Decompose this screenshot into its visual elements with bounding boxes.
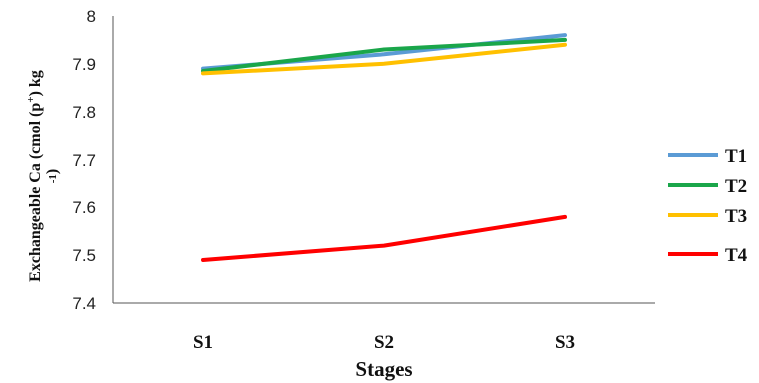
legend: T1 T2 T3 T4 xyxy=(668,146,748,266)
legend-item: T4 xyxy=(668,245,748,266)
legend-item: T2 xyxy=(668,176,747,197)
series-layer xyxy=(201,33,567,262)
legend-label: T4 xyxy=(725,245,748,266)
legend-label: T3 xyxy=(725,206,747,227)
x-tick-label: S2 xyxy=(374,332,394,353)
series-line-t4 xyxy=(201,214,567,262)
legend-item: T1 xyxy=(668,146,747,167)
x-tick-label: S3 xyxy=(555,332,575,353)
y-tick-label: 7.9 xyxy=(72,55,96,74)
y-tick-label: 7.6 xyxy=(72,198,96,217)
legend-label: T1 xyxy=(725,146,747,167)
y-tick-label: 7.5 xyxy=(72,246,96,265)
y-axis-title-main: Exchangeable Ca (cmol (p xyxy=(27,103,44,282)
y-axis-title-exponent: -1 xyxy=(47,174,59,183)
x-axis-title: Stages xyxy=(355,357,412,381)
y-axis-title-superscript: + xyxy=(25,96,37,102)
y-tick-label: 7.8 xyxy=(72,103,96,122)
y-axis-title-line2: -1) xyxy=(44,169,61,184)
y-tick-label: 8 xyxy=(87,7,96,26)
x-tick-label: S1 xyxy=(193,332,213,353)
y-axis-title-close: ) xyxy=(44,169,61,174)
y-tick-labels: 7.4 7.5 7.6 7.7 7.8 7.9 8 xyxy=(72,7,96,313)
y-axis-title: Exchangeable Ca (cmol (p+) kg xyxy=(25,70,44,282)
x-tick-labels: S1 S2 S3 xyxy=(193,332,575,353)
legend-label: T2 xyxy=(725,176,747,197)
y-axis-title-mid: ) kg xyxy=(27,70,44,96)
y-tick-label: 7.7 xyxy=(72,151,96,170)
legend-item: T3 xyxy=(668,206,747,227)
y-tick-label: 7.4 xyxy=(72,294,96,313)
